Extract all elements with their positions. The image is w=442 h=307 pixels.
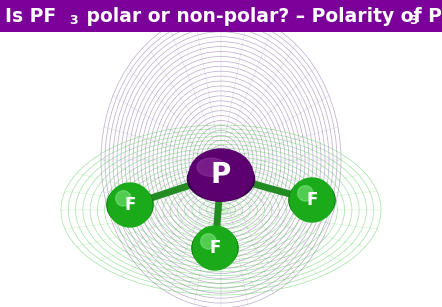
- Text: 3: 3: [69, 14, 78, 28]
- Ellipse shape: [187, 157, 255, 201]
- Ellipse shape: [189, 149, 253, 201]
- Text: Is PF: Is PF: [5, 7, 56, 26]
- Ellipse shape: [192, 228, 238, 268]
- Ellipse shape: [107, 185, 153, 225]
- Circle shape: [298, 186, 313, 201]
- Bar: [0, 0, 442, 32]
- Text: F: F: [306, 191, 318, 209]
- Circle shape: [201, 234, 216, 249]
- Text: F: F: [210, 239, 221, 257]
- Text: P: P: [211, 161, 231, 189]
- Text: F: F: [124, 196, 136, 214]
- Circle shape: [290, 178, 334, 222]
- Ellipse shape: [197, 158, 226, 176]
- Ellipse shape: [289, 180, 335, 220]
- Circle shape: [108, 183, 152, 227]
- Text: 3: 3: [409, 14, 418, 28]
- Text: polar or non-polar? – Polarity of PF: polar or non-polar? – Polarity of PF: [80, 7, 442, 26]
- Circle shape: [116, 191, 131, 206]
- Circle shape: [193, 226, 237, 270]
